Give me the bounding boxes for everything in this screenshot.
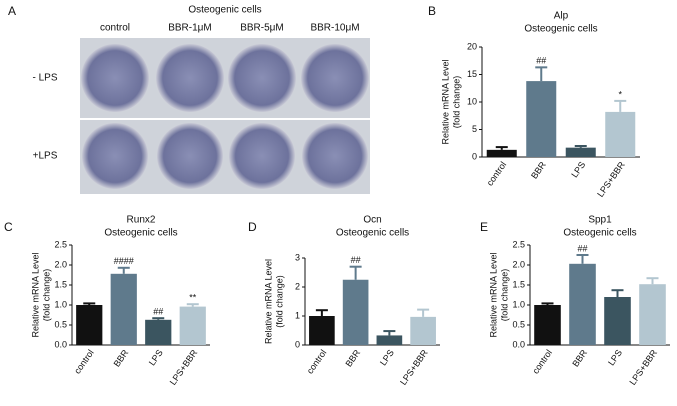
row-label: +LPS bbox=[33, 151, 58, 162]
row-label: - LPS bbox=[32, 73, 57, 84]
y-tick-label: 2.5 bbox=[54, 239, 67, 249]
bar bbox=[179, 306, 206, 345]
chart-title: Ocn bbox=[363, 215, 381, 226]
x-tick-label: BBR bbox=[112, 347, 131, 368]
y-tick-label: 15 bbox=[467, 69, 477, 79]
chart-subtitle: Osteogenic cells bbox=[563, 228, 636, 239]
y-tick-label: 10 bbox=[467, 96, 477, 106]
bar bbox=[526, 81, 557, 157]
panel-label: D bbox=[248, 220, 257, 234]
y-axis-label: (fold change) bbox=[451, 76, 461, 129]
y-tick-label: 1.0 bbox=[54, 299, 67, 309]
bar bbox=[569, 263, 596, 345]
significance-label: ## bbox=[536, 56, 546, 66]
y-tick-label: 2.0 bbox=[54, 259, 67, 269]
bar bbox=[309, 316, 335, 345]
x-tick-label: LPS bbox=[147, 348, 165, 368]
y-tick-label: 1.0 bbox=[512, 299, 525, 309]
y-tick-label: 20 bbox=[467, 41, 477, 51]
bar bbox=[145, 319, 172, 345]
plate-photo bbox=[80, 38, 370, 194]
panel-label: A bbox=[8, 4, 16, 18]
significance-label: ## bbox=[577, 243, 587, 253]
bar bbox=[110, 273, 137, 345]
y-tick-label: 5 bbox=[472, 124, 477, 134]
chart-subtitle: Osteogenic cells bbox=[104, 228, 177, 239]
y-tick-label: 1.5 bbox=[512, 279, 525, 289]
bar bbox=[342, 279, 369, 345]
column-label: control bbox=[100, 23, 130, 34]
significance-label: ## bbox=[153, 307, 163, 317]
significance-label: ** bbox=[189, 293, 197, 303]
x-tick-label: BBR bbox=[570, 347, 589, 368]
y-axis-label: (fold change) bbox=[41, 269, 51, 322]
chart-subtitle: Osteogenic cells bbox=[336, 228, 409, 239]
column-label: BBR-1μM bbox=[168, 23, 212, 34]
bar bbox=[376, 335, 403, 345]
x-tick-label: BBR bbox=[529, 159, 548, 180]
y-tick-label: 0.0 bbox=[54, 339, 67, 349]
chart-title: Spp1 bbox=[588, 215, 612, 226]
x-tick-label: LPS+BBR bbox=[628, 347, 660, 387]
chart-title: Runx2 bbox=[127, 215, 156, 226]
panel-label: B bbox=[428, 4, 436, 18]
y-tick-label: 0.5 bbox=[54, 319, 67, 329]
significance-label: ## bbox=[351, 255, 361, 265]
chart-title: Alp bbox=[554, 11, 569, 22]
x-tick-label: LPS+BBR bbox=[168, 347, 200, 387]
y-tick-label: 2.5 bbox=[512, 239, 525, 249]
bar bbox=[534, 305, 561, 345]
y-tick-label: 2.0 bbox=[512, 259, 525, 269]
y-axis-label: Relative mRNA Level bbox=[488, 252, 498, 337]
y-tick-label: 0.0 bbox=[512, 339, 525, 349]
y-tick-label: 2 bbox=[295, 281, 300, 291]
bar bbox=[76, 305, 103, 345]
y-axis-label: Relative mRNA Level bbox=[263, 259, 273, 344]
y-axis-label: Relative mRNA Level bbox=[30, 252, 40, 337]
bar bbox=[486, 149, 517, 157]
x-tick-label: control bbox=[72, 348, 96, 376]
column-label: BBR-5μM bbox=[240, 23, 284, 34]
y-tick-label: 1 bbox=[295, 310, 300, 320]
y-tick-label: 1.5 bbox=[54, 279, 67, 289]
x-tick-label: control bbox=[485, 160, 509, 188]
y-tick-label: 0 bbox=[472, 151, 477, 161]
panel-title: Osteogenic cells bbox=[188, 5, 261, 16]
y-tick-label: 3 bbox=[295, 252, 300, 262]
y-axis-label: (fold change) bbox=[499, 269, 509, 322]
y-tick-label: 0 bbox=[295, 339, 300, 349]
bar bbox=[565, 147, 596, 157]
x-tick-label: LPS bbox=[569, 160, 587, 180]
y-tick-label: 0.5 bbox=[512, 319, 525, 329]
panel-label: C bbox=[4, 220, 13, 234]
y-axis-label: (fold change) bbox=[274, 275, 284, 328]
bar bbox=[410, 316, 436, 345]
y-axis-label: Relative mRNA Level bbox=[440, 59, 450, 144]
x-tick-label: LPS bbox=[378, 348, 396, 368]
panel-label: E bbox=[480, 220, 488, 234]
x-tick-label: control bbox=[530, 348, 554, 376]
significance-label: #### bbox=[114, 256, 134, 266]
x-tick-label: control bbox=[305, 348, 329, 376]
x-tick-label: LPS bbox=[606, 348, 624, 368]
column-label: BBR-10μM bbox=[310, 23, 359, 34]
chart-subtitle: Osteogenic cells bbox=[524, 24, 597, 35]
x-tick-label: LPS+BBR bbox=[595, 159, 627, 199]
bar bbox=[605, 111, 636, 157]
x-tick-label: BBR bbox=[343, 347, 362, 368]
x-tick-label: LPS+BBR bbox=[398, 347, 430, 387]
bar bbox=[639, 284, 666, 345]
bar bbox=[604, 297, 631, 345]
significance-label: * bbox=[618, 89, 622, 99]
